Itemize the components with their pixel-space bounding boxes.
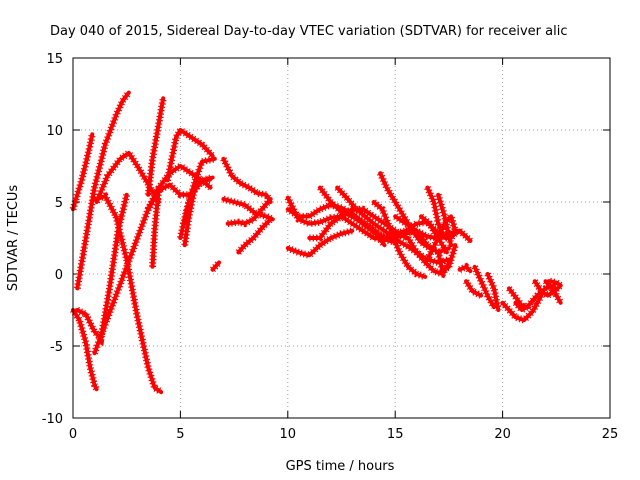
series-plus-markers — [181, 179, 201, 246]
series-line — [210, 260, 222, 272]
x-tick-label: 25 — [602, 427, 619, 442]
y-tick-label: 0 — [55, 268, 63, 283]
series-track-43 — [512, 282, 557, 315]
series-track-45 — [542, 278, 564, 305]
series-plus-markers — [73, 90, 132, 289]
series-line — [547, 279, 563, 288]
series-line — [378, 171, 432, 251]
x-axis-label: GPS time / hours — [286, 459, 395, 474]
y-axis-label: SDTVAR / TECUs — [6, 185, 21, 292]
x-tick-label: 10 — [280, 427, 297, 442]
series-plus-markers — [235, 216, 274, 255]
series-track-28 — [377, 171, 432, 252]
series-line — [532, 279, 563, 298]
plot-area — [69, 90, 564, 396]
series-track-9 — [149, 185, 163, 269]
series-plus-markers — [471, 265, 498, 309]
chart-title: Day 040 of 2015, Sidereal Day-to-day VTE… — [50, 24, 567, 39]
series-plus-markers — [371, 199, 427, 281]
series-plus-markers — [164, 125, 216, 182]
series-plus-markers — [434, 193, 455, 246]
series-track-2 — [70, 308, 100, 392]
series-track-16 — [220, 156, 274, 204]
series-plus-markers — [512, 282, 556, 315]
series-track-44 — [531, 279, 563, 300]
series-plus-markers — [458, 262, 473, 274]
series-track-40 — [484, 272, 502, 312]
series-line — [419, 214, 449, 255]
series-plus-markers — [317, 185, 388, 248]
series-plus-markers — [424, 186, 461, 242]
series-plus-markers — [93, 148, 162, 204]
series-track-39 — [471, 264, 498, 310]
series-track-36 — [457, 228, 473, 244]
series-track-35 — [434, 243, 459, 277]
x-tick-label: 15 — [387, 427, 404, 442]
y-tick-label: -10 — [42, 412, 63, 427]
series-track-41 — [499, 293, 545, 325]
series-line — [457, 228, 473, 243]
series-plus-markers — [69, 133, 96, 211]
series-track-26 — [361, 220, 451, 257]
series-track-46 — [547, 277, 563, 289]
x-tick-label: 20 — [494, 427, 511, 442]
series-plus-markers — [463, 279, 483, 299]
series-plus-markers — [144, 97, 167, 196]
series-plus-markers — [424, 209, 459, 262]
x-tick-label: 5 — [176, 427, 184, 442]
series-track-14 — [181, 178, 201, 248]
series-plus-markers — [286, 227, 354, 260]
series-track-37 — [457, 262, 473, 274]
series-plus-markers — [222, 195, 275, 223]
series-plus-markers — [70, 308, 100, 391]
series-line — [225, 197, 273, 226]
series-plus-markers — [542, 278, 564, 305]
series-track-15 — [210, 260, 222, 273]
series-track-21 — [285, 227, 355, 260]
series-plus-markers — [361, 220, 451, 257]
plot-frame — [72, 57, 611, 419]
series-plus-markers — [393, 213, 461, 242]
series-plus-markers — [149, 187, 163, 268]
series-plus-markers — [434, 244, 459, 277]
series-line — [485, 272, 501, 312]
y-tick-label: -5 — [50, 340, 63, 355]
series-track-3 — [92, 192, 164, 396]
series-track-10 — [164, 125, 216, 183]
series-plus-markers — [145, 174, 214, 211]
series-track-31 — [418, 213, 450, 255]
series-plus-markers — [405, 236, 455, 279]
x-tick-label: 0 — [69, 427, 77, 442]
y-tick-label: 15 — [46, 52, 63, 67]
series-line — [92, 194, 164, 395]
series-track-17 — [221, 195, 275, 223]
series-track-1 — [69, 132, 96, 212]
y-tick-label: 5 — [55, 196, 63, 211]
series-line — [221, 156, 273, 204]
series-track-34 — [434, 192, 455, 248]
y-tick-label: 10 — [46, 124, 63, 139]
series-track-27 — [371, 199, 428, 281]
data-series — [69, 90, 564, 396]
series-track-19 — [235, 216, 274, 255]
series-track-5 — [73, 90, 132, 291]
series-plus-markers — [499, 293, 545, 325]
tick-labels: 0 5 10 15 20 25 -10 -5 0 5 10 15 — [42, 52, 619, 442]
series-track-18 — [225, 196, 274, 228]
series-track-38 — [463, 279, 484, 299]
series-track-8 — [144, 96, 167, 197]
